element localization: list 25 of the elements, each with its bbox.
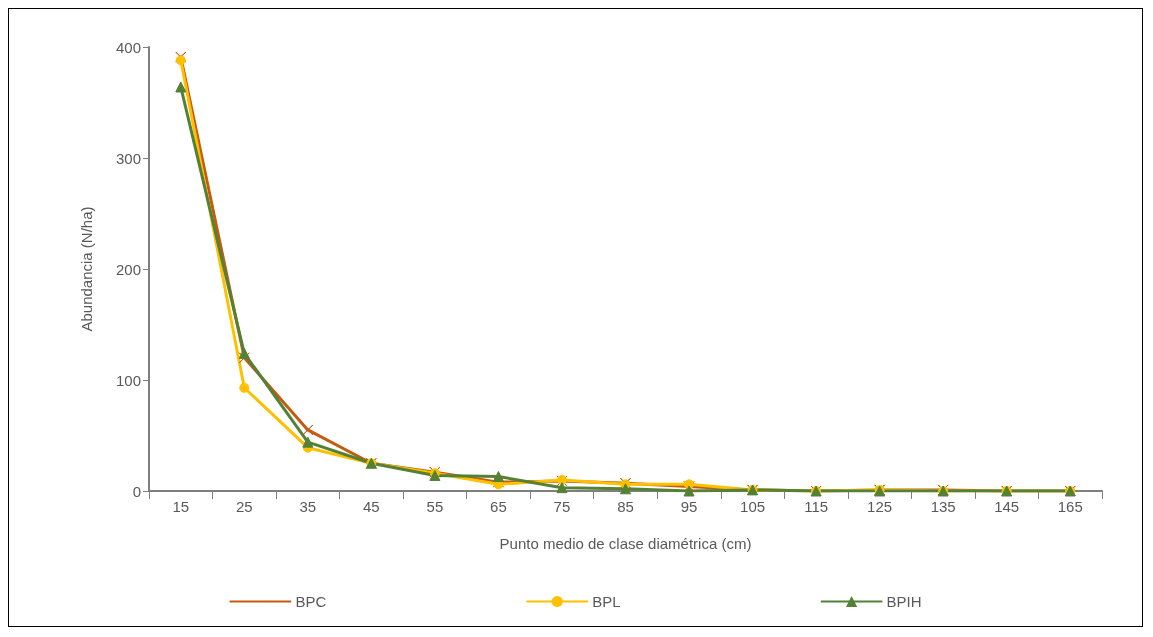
x-tick-label: 35 (299, 498, 317, 515)
legend-label: BPC (295, 593, 327, 610)
legend-label: BPL (592, 593, 621, 610)
x-tick-label: 75 (553, 498, 571, 515)
x-tick-label: 45 (363, 498, 380, 515)
y-tick-label: 300 (115, 149, 141, 167)
x-tick-label: 165 (1057, 498, 1083, 515)
x-axis-title: Punto medio de clase diamétrica (cm) (499, 535, 752, 552)
y-tick-label: 400 (115, 38, 141, 56)
x-tick-label: 115 (804, 498, 829, 515)
x-tick-label: 85 (617, 498, 634, 515)
legend-label: BPIH (886, 593, 922, 610)
y-tick-label: 100 (115, 371, 141, 389)
x-tick-label: 135 (930, 498, 956, 515)
x-tick-label: 105 (740, 498, 766, 515)
x-tick-label: 15 (172, 498, 190, 515)
x-tick-label: 125 (867, 498, 893, 515)
x-tick-label: 55 (426, 498, 444, 515)
y-tick-label: 200 (115, 260, 141, 278)
x-tick-label: 145 (994, 498, 1020, 515)
y-tick-label: 0 (132, 482, 141, 500)
x-tick-label: 95 (680, 498, 698, 515)
y-axis-title: Abundancia (N/ha) (78, 206, 95, 332)
x-tick-label: 65 (490, 498, 507, 515)
x-tick-label: 25 (235, 498, 253, 515)
